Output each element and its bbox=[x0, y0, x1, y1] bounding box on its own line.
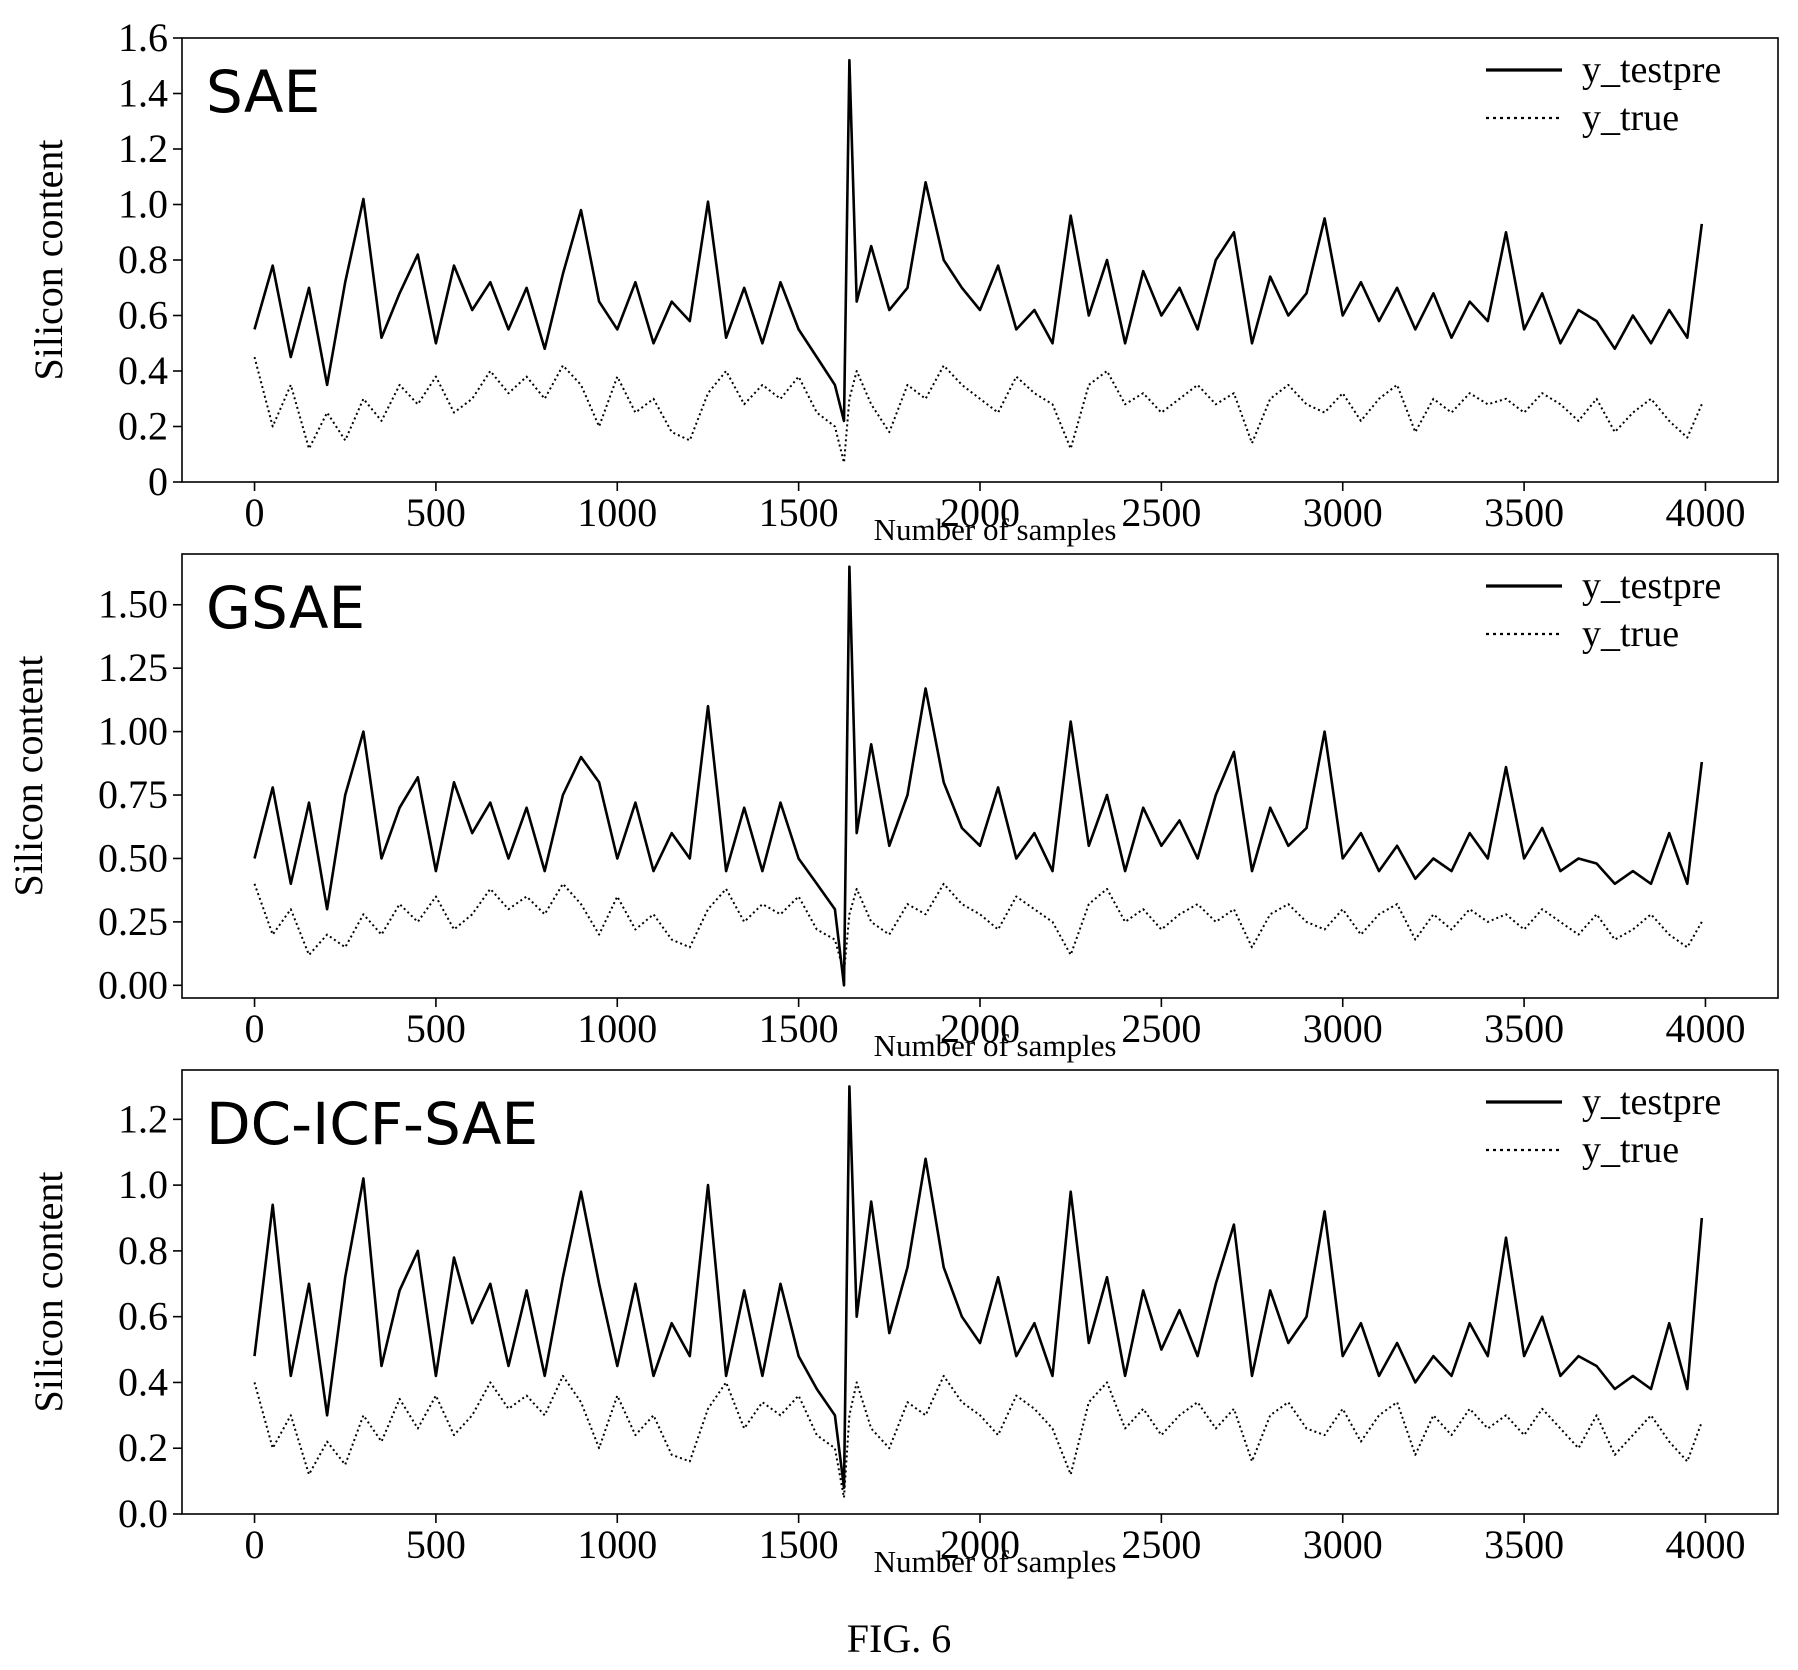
y-tick-label: 1.0 bbox=[118, 1162, 168, 1207]
y-axis-label: Silicon content bbox=[26, 1171, 71, 1412]
series-line-y-testpre bbox=[253, 1085, 1704, 1489]
chart-panel-gsae: 0 500 1000 1500 2000 2500 3000 3500 4000 0.00 0.25… bbox=[6, 553, 1779, 1063]
x-tick-label: 3500 bbox=[1484, 490, 1564, 535]
y-tick-label: 0.50 bbox=[98, 835, 168, 880]
x-tick-label: 3500 bbox=[1484, 1522, 1564, 1567]
y-tick-label: 1.50 bbox=[98, 582, 168, 627]
x-axis-label: Number of samples bbox=[874, 1544, 1117, 1579]
series-line-y-true bbox=[253, 1374, 1703, 1499]
series-line-y-testpre bbox=[253, 58, 1704, 423]
x-tick-label: 3000 bbox=[1303, 1006, 1383, 1051]
x-tick-label: 2500 bbox=[1121, 1006, 1201, 1051]
x-tick-label: 2500 bbox=[1121, 1522, 1201, 1567]
legend-label: y_testpre bbox=[1582, 565, 1721, 607]
series-line-y-true bbox=[253, 356, 1703, 464]
panel-title: GSAE bbox=[206, 574, 365, 642]
x-tick-label: 2000 bbox=[940, 1522, 1020, 1567]
y-tick-label: 0 bbox=[148, 459, 168, 504]
legend-label: y_true bbox=[1582, 97, 1679, 139]
y-tick-label: 0.75 bbox=[98, 772, 168, 817]
series-line-y-testpre bbox=[253, 565, 1704, 987]
x-tick-label: 3500 bbox=[1484, 1006, 1564, 1051]
y-tick-label: 0.00 bbox=[98, 962, 168, 1007]
x-tick-label: 500 bbox=[406, 1522, 466, 1567]
x-tick-label: 2000 bbox=[940, 1006, 1020, 1051]
x-tick-label: 1500 bbox=[759, 1522, 839, 1567]
x-tick-label: 0 bbox=[245, 1522, 265, 1567]
series-line-y-true bbox=[253, 882, 1703, 974]
chart-panel-sae: 0 500 1000 1500 2000 2500 3000 3500 4000 0 0.2 0.4 0… bbox=[26, 15, 1779, 547]
x-tick-label: 1000 bbox=[577, 1006, 657, 1051]
legend-label: y_testpre bbox=[1582, 1081, 1721, 1123]
y-tick-label: 0.2 bbox=[118, 1425, 168, 1470]
y-tick-label: 1.25 bbox=[98, 645, 168, 690]
x-tick-label: 3000 bbox=[1303, 490, 1383, 535]
x-tick-label: 500 bbox=[406, 490, 466, 535]
x-tick-label: 1500 bbox=[759, 490, 839, 535]
y-tick-label: 1.00 bbox=[98, 709, 168, 754]
x-axis-label: Number of samples bbox=[874, 1028, 1117, 1063]
y-tick-label: 0.4 bbox=[118, 1359, 168, 1404]
x-tick-label: 4000 bbox=[1665, 1006, 1745, 1051]
y-tick-label: 0.0 bbox=[118, 1491, 168, 1536]
x-tick-label: 0 bbox=[245, 490, 265, 535]
x-tick-label: 2000 bbox=[940, 490, 1020, 535]
y-axis-label: Silicon content bbox=[6, 655, 51, 896]
y-axis-label: Silicon content bbox=[26, 139, 71, 380]
x-tick-label: 1000 bbox=[577, 490, 657, 535]
y-tick-label: 1.6 bbox=[118, 15, 168, 60]
legend-label: y_testpre bbox=[1582, 49, 1721, 91]
y-tick-label: 0.2 bbox=[118, 404, 168, 449]
plot-frame bbox=[181, 37, 1779, 483]
x-tick-label: 500 bbox=[406, 1006, 466, 1051]
y-tick-label: 0.6 bbox=[118, 1294, 168, 1339]
y-tick-label: 0.25 bbox=[98, 899, 168, 944]
legend-label: y_true bbox=[1582, 613, 1679, 655]
x-axis-label: Number of samples bbox=[874, 512, 1117, 547]
y-tick-label: 1.2 bbox=[118, 1096, 168, 1141]
y-tick-label: 1.2 bbox=[118, 126, 168, 171]
chart-panel-dc-icf-sae: 0 500 1000 1500 2000 2500 3000 3500 4000 0.0 0.2 0.… bbox=[26, 1069, 1779, 1579]
x-tick-label: 1000 bbox=[577, 1522, 657, 1567]
y-tick-label: 1.4 bbox=[118, 71, 168, 116]
plot-frame bbox=[181, 553, 1779, 999]
x-tick-label: 4000 bbox=[1665, 1522, 1745, 1567]
x-tick-label: 4000 bbox=[1665, 490, 1745, 535]
x-tick-label: 0 bbox=[245, 1006, 265, 1051]
y-tick-label: 0.6 bbox=[118, 293, 168, 338]
figure-caption: FIG. 6 bbox=[847, 1616, 951, 1661]
legend-label: y_true bbox=[1582, 1129, 1679, 1171]
x-tick-label: 3000 bbox=[1303, 1522, 1383, 1567]
y-tick-label: 0.8 bbox=[118, 1228, 168, 1273]
panel-title: DC-ICF-SAE bbox=[206, 1090, 538, 1158]
panel-title: SAE bbox=[206, 58, 320, 126]
y-tick-label: 0.4 bbox=[118, 348, 168, 393]
y-tick-label: 0.8 bbox=[118, 237, 168, 282]
y-tick-label: 1.0 bbox=[118, 182, 168, 227]
x-tick-label: 1500 bbox=[759, 1006, 839, 1051]
x-tick-label: 2500 bbox=[1121, 490, 1201, 535]
